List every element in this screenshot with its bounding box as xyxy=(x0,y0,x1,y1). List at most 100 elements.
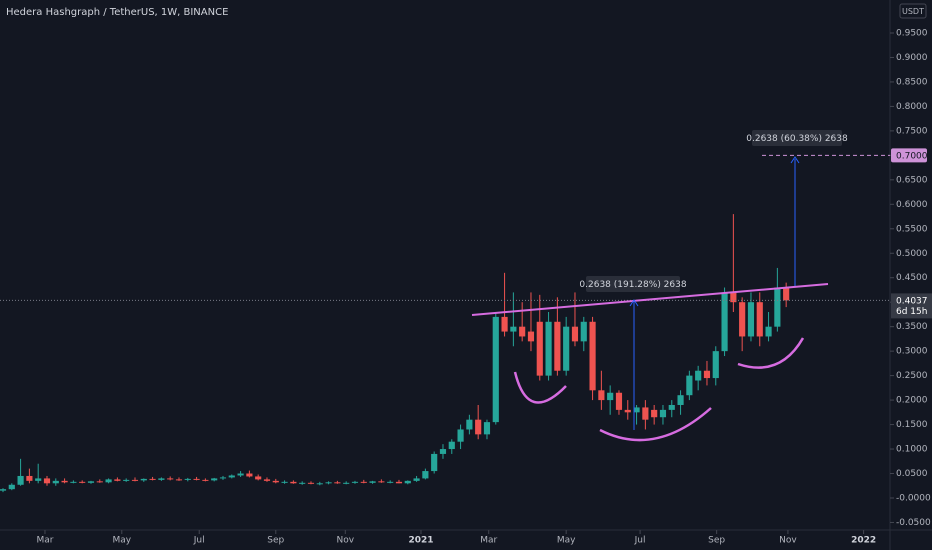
arrow-head xyxy=(790,156,800,164)
candle-body xyxy=(149,478,156,480)
candle-body xyxy=(211,478,218,481)
candle-body xyxy=(272,480,279,483)
candle-body xyxy=(0,489,7,491)
x-tick-label: Nov xyxy=(337,536,355,546)
y-tick-label: 0.8500 xyxy=(896,77,928,87)
candle-body xyxy=(756,302,763,337)
candle-body xyxy=(228,475,235,478)
candle-body xyxy=(466,419,473,430)
chart-title: Hedera Hashgraph / TetherUS, 1W, BINANCE xyxy=(6,7,228,18)
candle-body xyxy=(783,287,790,301)
arrow-head xyxy=(629,299,639,307)
candle-body xyxy=(316,483,323,485)
candle-body xyxy=(193,478,200,480)
y-tick-label: 0.3500 xyxy=(896,322,928,332)
candle-body xyxy=(378,481,385,483)
candle-body xyxy=(510,326,517,332)
candle-body xyxy=(167,478,174,480)
candle-body xyxy=(571,326,579,342)
candle-body xyxy=(545,321,552,376)
candle-body xyxy=(369,481,376,483)
candle-body xyxy=(519,326,526,337)
candle-body xyxy=(695,370,702,381)
x-tick-label: Sep xyxy=(267,536,284,546)
candle-body xyxy=(96,481,103,483)
y-tick-label: 0.7500 xyxy=(896,126,928,136)
candle-body xyxy=(184,478,191,480)
x-tick-label: 2021 xyxy=(408,536,433,546)
candle-body xyxy=(26,475,33,481)
candle-body xyxy=(237,473,244,476)
y-tick-label: 0.2500 xyxy=(896,371,928,381)
candle-body xyxy=(615,392,623,410)
candle-body xyxy=(387,481,394,483)
candle-body xyxy=(598,390,605,401)
annotation-box xyxy=(752,130,842,146)
candle-body xyxy=(431,453,438,472)
candle-body xyxy=(255,476,262,480)
candle-body xyxy=(87,481,95,483)
candle-body xyxy=(8,484,15,490)
candle-body xyxy=(712,351,719,379)
y-tick-label: 0.9500 xyxy=(896,28,928,38)
currency-label: USDT xyxy=(902,7,924,16)
candle-body xyxy=(651,409,658,418)
candle-body xyxy=(589,321,596,391)
candle-body xyxy=(123,479,130,481)
candle-body xyxy=(765,326,772,337)
candle-body xyxy=(475,419,482,435)
y-tick-label: 0.3000 xyxy=(896,347,928,357)
last-price-box xyxy=(891,293,932,319)
candle-body xyxy=(439,449,447,454)
candle-body xyxy=(61,480,68,483)
candle-body xyxy=(131,479,139,481)
candle-body xyxy=(325,482,332,484)
candle-body xyxy=(219,477,227,479)
trend-line xyxy=(471,283,829,316)
candle-body xyxy=(202,479,209,481)
candle-body xyxy=(307,482,315,484)
candle-body xyxy=(105,479,112,483)
candle-body xyxy=(360,481,367,483)
x-tick-label: May xyxy=(557,536,576,546)
candle-body xyxy=(263,479,271,481)
candle-body xyxy=(721,292,728,352)
candle-body xyxy=(52,480,59,484)
candle-body xyxy=(686,375,693,396)
candle-body xyxy=(351,481,359,483)
candle-body xyxy=(158,478,165,480)
x-tick-label: Mar xyxy=(36,536,53,546)
candle-body xyxy=(774,287,781,327)
drawings: 0.2638 (191.28%) 2638 0.2638 (60.38%) 26… xyxy=(471,130,848,442)
candle-body xyxy=(483,422,491,435)
target-label: 0.7000 xyxy=(896,151,928,161)
candle-body xyxy=(299,482,306,484)
x-tick-label: Mar xyxy=(480,536,497,546)
candle-body xyxy=(35,478,42,481)
y-tick-label: 0.6000 xyxy=(896,200,928,210)
candle-body xyxy=(677,395,684,405)
candle-body xyxy=(739,302,746,337)
y-tick-label: 0.2000 xyxy=(896,396,928,406)
y-tick-label: 0.8000 xyxy=(896,102,928,112)
target-box xyxy=(891,148,927,163)
annotation: 0.2638 (60.38%) 2638 xyxy=(746,134,848,144)
y-tick-label: 0.1000 xyxy=(896,445,928,455)
candle-body xyxy=(334,482,341,484)
y-tick-label: 0.4500 xyxy=(896,273,928,283)
x-tick-label: Sep xyxy=(708,536,725,546)
candle-body xyxy=(580,321,587,342)
candle-body xyxy=(175,479,183,481)
candle-body xyxy=(501,316,508,332)
candle-body xyxy=(395,481,403,484)
candle-body xyxy=(527,331,535,342)
x-tick-label: May xyxy=(112,536,131,546)
candle-body xyxy=(563,326,570,371)
cup-arc xyxy=(737,337,805,369)
y-tick-label: 0.0500 xyxy=(896,469,928,479)
candle-body xyxy=(457,429,464,442)
candle-body xyxy=(668,404,675,410)
y-tick-label: 0.6500 xyxy=(896,175,928,185)
